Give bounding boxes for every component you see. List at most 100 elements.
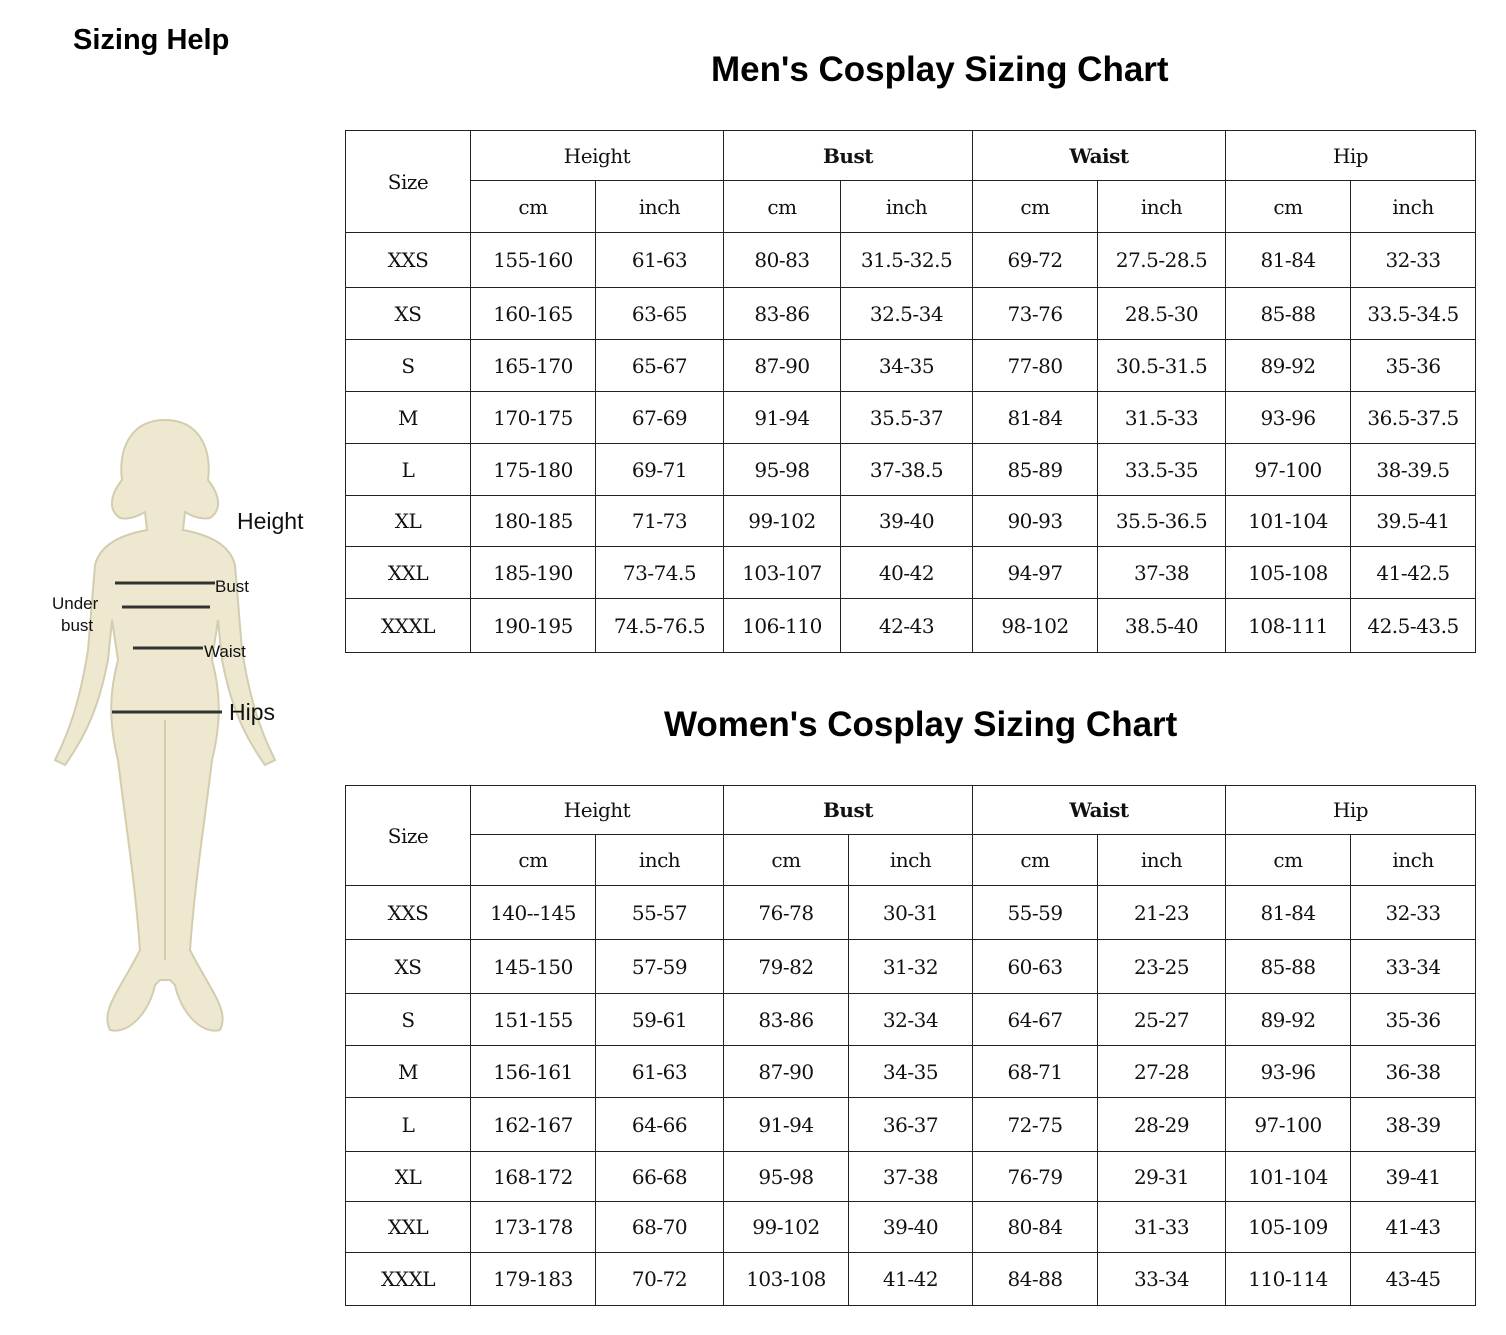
table-cell: 32-33 xyxy=(1350,885,1477,940)
table-row: XL 168-172 66-68 95-98 37-38 76-79 29-31 101-10… xyxy=(345,1151,1477,1202)
table-cell: 73-76 xyxy=(972,287,1099,340)
table-cell: 81-84 xyxy=(1225,232,1352,288)
table-cell: 23-25 xyxy=(1097,939,1227,994)
table-cell: 103-107 xyxy=(723,546,841,599)
table-row: XXXL 179-183 70-72 103-108 41-42 84-88 33-34 11… xyxy=(345,1252,1477,1306)
table-cell: 55-57 xyxy=(595,885,724,940)
body-silhouette-icon xyxy=(53,418,277,1032)
unit-header: cm xyxy=(470,180,596,233)
table-cell: 81-84 xyxy=(1225,885,1352,940)
table-cell: 95-98 xyxy=(723,1151,849,1202)
table-row: L 175-180 69-71 95-98 37-38.5 85-89 33.5-35 97-… xyxy=(345,443,1477,496)
table-cell: 71-73 xyxy=(595,495,724,547)
table-cell: 190-195 xyxy=(470,598,596,653)
table-cell: 173-178 xyxy=(470,1201,596,1253)
table-cell: 35-36 xyxy=(1350,993,1477,1046)
table-cell: 55-59 xyxy=(972,885,1099,940)
women-chart-title: Women's Cosplay Sizing Chart xyxy=(664,705,1178,744)
size-cell: XXXL xyxy=(345,1252,471,1306)
table-cell: 101-104 xyxy=(1225,495,1352,547)
table-cell: 101-104 xyxy=(1225,1151,1352,1202)
table-cell: 60-63 xyxy=(972,939,1099,994)
table-cell: 160-165 xyxy=(470,287,596,340)
size-cell: XXL xyxy=(345,1201,471,1253)
table-row: L 162-167 64-66 91-94 36-37 72-75 28-29 97-100 3… xyxy=(345,1097,1477,1152)
table-row: XXS 140--145 55-57 76-78 30-31 55-59 21-23 81-8… xyxy=(345,885,1477,940)
table-cell: 170-175 xyxy=(470,391,596,444)
table-cell: 32-34 xyxy=(847,993,974,1046)
men-sizing-table: Size Height Bust Waist Hip cm inch cm inch cm inch… xyxy=(345,130,1477,653)
unit-header: inch xyxy=(595,834,724,886)
unit-header: inch xyxy=(847,834,974,886)
table-cell: 38.5-40 xyxy=(1097,598,1227,653)
table-cell: 106-110 xyxy=(723,598,841,653)
table-cell: 89-92 xyxy=(1225,993,1352,1046)
table-cell: 37-38.5 xyxy=(839,443,974,496)
unit-header: cm xyxy=(972,180,1099,233)
group-header-bust: Bust xyxy=(722,130,974,181)
group-header-hip: Hip xyxy=(1225,130,1477,181)
table-row: XS 160-165 63-65 83-86 32.5-34 73-76 28.5-30 85… xyxy=(345,287,1477,340)
header-row: Size Height Bust Waist Hip xyxy=(345,130,1477,233)
table-cell: 31.5-33 xyxy=(1097,391,1227,444)
group-header-height: Height xyxy=(470,130,724,181)
table-cell: 105-109 xyxy=(1225,1201,1352,1253)
table-cell: 40-42 xyxy=(839,546,974,599)
unit-header: inch xyxy=(1097,834,1227,886)
group-header-bust: Bust xyxy=(722,785,974,835)
table-cell: 37-38 xyxy=(1097,546,1227,599)
table-cell: 83-86 xyxy=(723,993,849,1046)
table-cell: 21-23 xyxy=(1097,885,1227,940)
table-cell: 87-90 xyxy=(723,1045,849,1098)
under-bust-label-line1: Under xyxy=(52,594,99,613)
table-cell: 87-90 xyxy=(723,339,841,392)
size-header: Size xyxy=(345,130,471,233)
table-cell: 85-88 xyxy=(1225,287,1352,340)
size-cell: XS xyxy=(345,287,471,340)
table-cell: 70-72 xyxy=(595,1252,724,1306)
unit-row: cm inch cm inch cm inch cm inch xyxy=(346,180,1477,233)
table-cell: 64-66 xyxy=(595,1097,724,1152)
table-cell: 89-92 xyxy=(1225,339,1352,392)
table-cell: 36.5-37.5 xyxy=(1350,391,1477,444)
table-cell: 74.5-76.5 xyxy=(595,598,724,653)
table-cell: 31-33 xyxy=(1097,1201,1227,1253)
table-row: M 156-161 61-63 87-90 34-35 68-71 27-28 93-96 36… xyxy=(345,1045,1477,1098)
table-cell: 97-100 xyxy=(1225,443,1352,496)
table-cell: 33.5-35 xyxy=(1097,443,1227,496)
size-cell: XXXL xyxy=(345,598,471,653)
table-cell: 59-61 xyxy=(595,993,724,1046)
table-cell: 165-170 xyxy=(470,339,596,392)
table-cell: 85-88 xyxy=(1225,939,1352,994)
table-cell: 41-42.5 xyxy=(1350,546,1477,599)
table-row: XXS 155-160 61-63 80-83 31.5-32.5 69-72 27.5-2… xyxy=(345,232,1477,288)
table-row: M 170-175 67-69 91-94 35.5-37 81-84 31.5-33 93-… xyxy=(345,391,1477,444)
table-cell: 29-31 xyxy=(1097,1151,1227,1202)
table-cell: 95-98 xyxy=(723,443,841,496)
table-cell: 57-59 xyxy=(595,939,724,994)
table-cell: 83-86 xyxy=(723,287,841,340)
table-cell: 34-35 xyxy=(839,339,974,392)
table-cell: 94-97 xyxy=(972,546,1099,599)
table-cell: 39.5-41 xyxy=(1350,495,1477,547)
table-cell: 38-39.5 xyxy=(1350,443,1477,496)
table-cell: 85-89 xyxy=(972,443,1099,496)
under-bust-label-line2: bust xyxy=(61,616,94,635)
table-cell: 84-88 xyxy=(972,1252,1099,1306)
table-cell: 32-33 xyxy=(1350,232,1477,288)
size-header: Size xyxy=(345,785,471,886)
table-cell: 156-161 xyxy=(470,1045,596,1098)
size-cell: S xyxy=(345,993,471,1046)
table-cell: 105-108 xyxy=(1225,546,1352,599)
table-cell: 68-70 xyxy=(595,1201,724,1253)
table-cell: 33-34 xyxy=(1350,939,1477,994)
table-cell: 80-84 xyxy=(972,1201,1099,1253)
table-row: XS 145-150 57-59 79-82 31-32 60-63 23-25 85-88 3… xyxy=(345,939,1477,994)
unit-header: cm xyxy=(470,834,596,886)
unit-header: inch xyxy=(839,180,974,233)
unit-header: cm xyxy=(972,834,1099,886)
table-cell: 41-43 xyxy=(1350,1201,1477,1253)
table-cell: 61-63 xyxy=(595,232,724,288)
table-cell: 80-83 xyxy=(723,232,841,288)
table-cell: 155-160 xyxy=(470,232,596,288)
